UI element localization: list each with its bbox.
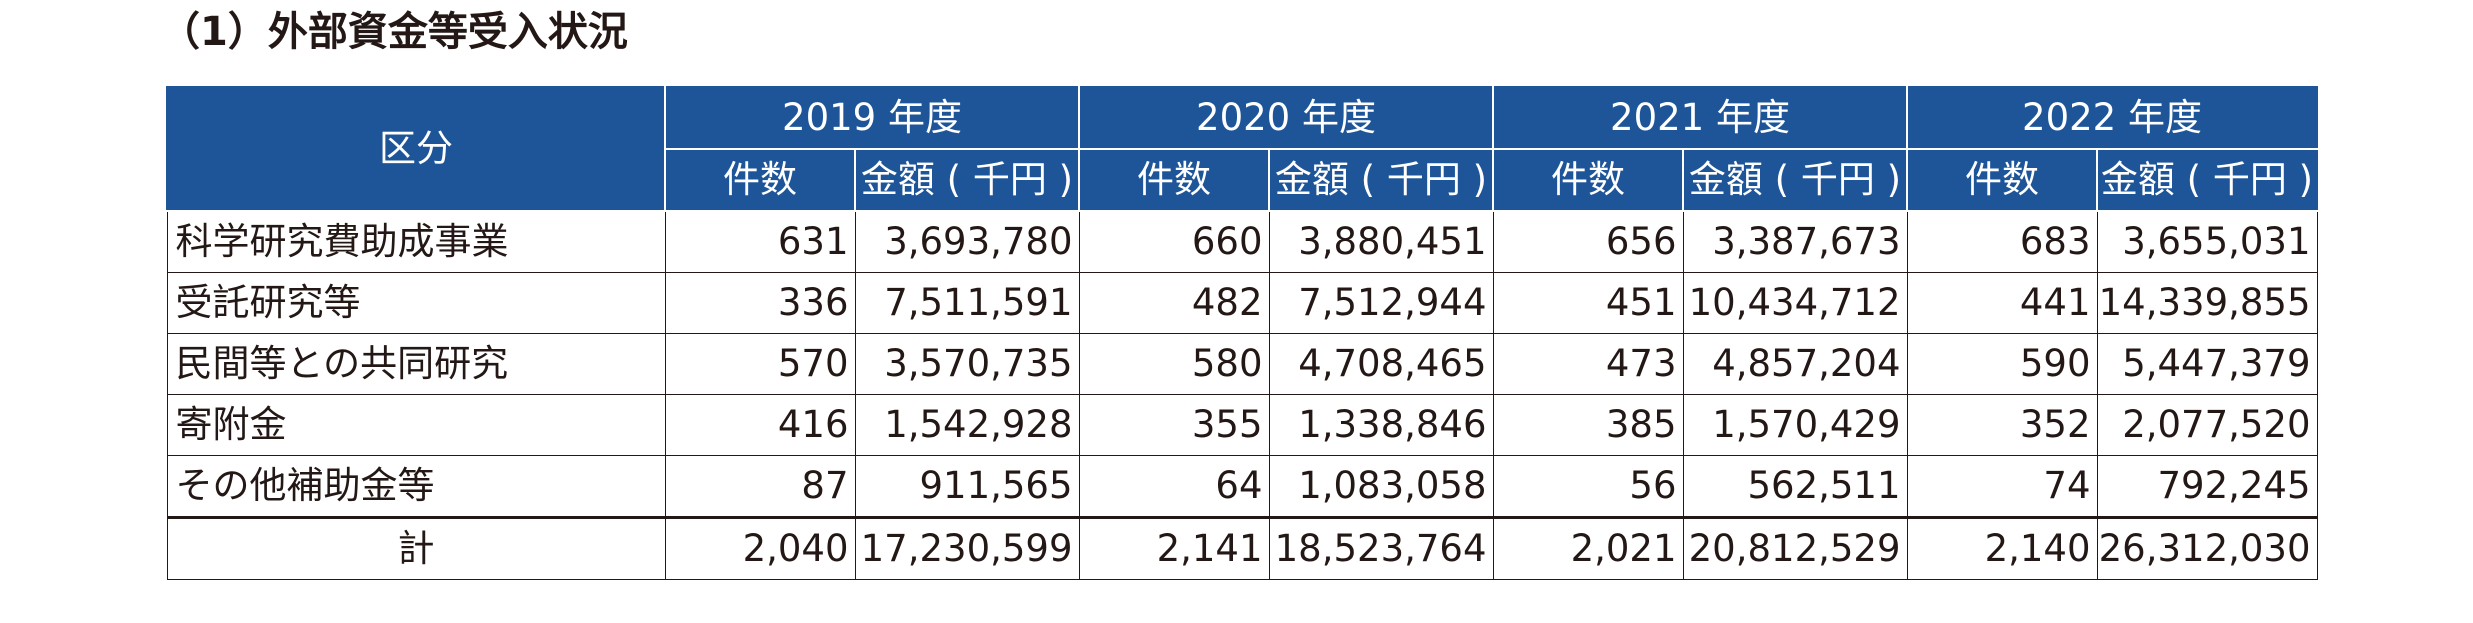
count-cell: 660 xyxy=(1078,210,1270,273)
amount-header: 金額 ( 千円 ) xyxy=(854,148,1080,212)
table-row: 科学研究費助成事業 631 3,693,780 660 3,880,451 65… xyxy=(166,210,2318,273)
amount-header: 金額 ( 千円 ) xyxy=(1268,148,1494,212)
table-row: 受託研究等 336 7,511,591 482 7,512,944 451 10… xyxy=(166,272,2318,334)
count-cell: 656 xyxy=(1492,210,1684,273)
count-cell: 631 xyxy=(664,210,856,273)
amount-cell: 562,511 xyxy=(1682,455,1908,518)
row-category: 受託研究等 xyxy=(166,272,666,334)
count-cell: 482 xyxy=(1078,272,1270,334)
amount-cell: 14,339,855 xyxy=(2096,272,2318,334)
amount-cell: 911,565 xyxy=(854,455,1080,518)
amount-cell: 1,083,058 xyxy=(1268,455,1494,518)
table-row: 民間等との共同研究 570 3,570,735 580 4,708,465 47… xyxy=(166,333,2318,395)
table-row: その他補助金等 87 911,565 64 1,083,058 56 562,5… xyxy=(166,455,2318,518)
amount-cell: 7,512,944 xyxy=(1268,272,1494,334)
count-cell: 570 xyxy=(664,333,856,395)
row-category: 寄附金 xyxy=(166,394,666,456)
amount-header: 金額 ( 千円 ) xyxy=(2096,148,2318,212)
category-header: 区分 xyxy=(166,86,666,212)
count-cell: 683 xyxy=(1906,210,2098,273)
amount-header: 金額 ( 千円 ) xyxy=(1682,148,1908,212)
count-cell: 441 xyxy=(1906,272,2098,334)
count-cell: 355 xyxy=(1078,394,1270,456)
header-row-columns: 件数 金額 ( 千円 ) 件数 金額 ( 千円 ) 件数 金額 ( 千円 ) 件… xyxy=(167,148,2318,212)
count-header: 件数 xyxy=(1906,148,2098,212)
table-header: 区分 2019 年度 2020 年度 2021 年度 2022 年度 件数 金額… xyxy=(166,86,2318,212)
count-cell: 451 xyxy=(1492,272,1684,334)
amount-cell: 5,447,379 xyxy=(2096,333,2318,395)
total-label: 計 xyxy=(166,516,666,580)
amount-cell: 3,387,673 xyxy=(1682,210,1908,273)
amount-cell: 1,570,429 xyxy=(1682,394,1908,456)
year-header: 2022 年度 xyxy=(1906,86,2318,150)
amount-cell: 1,542,928 xyxy=(854,394,1080,456)
count-cell: 416 xyxy=(664,394,856,456)
count-cell: 473 xyxy=(1492,333,1684,395)
row-category: 民間等との共同研究 xyxy=(166,333,666,395)
year-header: 2019 年度 xyxy=(664,86,1080,150)
count-cell: 385 xyxy=(1492,394,1684,456)
count-cell: 580 xyxy=(1078,333,1270,395)
row-category: 科学研究費助成事業 xyxy=(166,210,666,273)
count-cell: 590 xyxy=(1906,333,2098,395)
amount-cell: 4,857,204 xyxy=(1682,333,1908,395)
total-count-cell: 2,040 xyxy=(664,516,856,580)
amount-cell: 792,245 xyxy=(2096,455,2318,518)
count-header: 件数 xyxy=(1078,148,1270,212)
count-cell: 352 xyxy=(1906,394,2098,456)
total-amount-cell: 26,312,030 xyxy=(2096,516,2318,580)
amount-cell: 4,708,465 xyxy=(1268,333,1494,395)
count-header: 件数 xyxy=(664,148,856,212)
table-body: 科学研究費助成事業 631 3,693,780 660 3,880,451 65… xyxy=(166,210,2318,580)
count-cell: 56 xyxy=(1492,455,1684,518)
year-header: 2021 年度 xyxy=(1492,86,1908,150)
row-category: その他補助金等 xyxy=(166,455,666,518)
count-cell: 336 xyxy=(664,272,856,334)
external-funding-table: 区分 2019 年度 2020 年度 2021 年度 2022 年度 件数 金額… xyxy=(166,86,2318,580)
total-count-cell: 2,140 xyxy=(1906,516,2098,580)
amount-cell: 1,338,846 xyxy=(1268,394,1494,456)
amount-cell: 3,570,735 xyxy=(854,333,1080,395)
total-amount-cell: 20,812,529 xyxy=(1682,516,1908,580)
table-row: 寄附金 416 1,542,928 355 1,338,846 385 1,57… xyxy=(166,394,2318,456)
total-count-cell: 2,141 xyxy=(1078,516,1270,580)
section-title: （1）外部資金等受入状況 xyxy=(160,9,628,55)
count-cell: 74 xyxy=(1906,455,2098,518)
year-header: 2020 年度 xyxy=(1078,86,1494,150)
amount-cell: 10,434,712 xyxy=(1682,272,1908,334)
total-amount-cell: 17,230,599 xyxy=(854,516,1080,580)
amount-cell: 3,880,451 xyxy=(1268,210,1494,273)
count-cell: 87 xyxy=(664,455,856,518)
total-row: 計 2,040 17,230,599 2,141 18,523,764 2,02… xyxy=(166,516,2318,580)
count-cell: 64 xyxy=(1078,455,1270,518)
amount-cell: 3,655,031 xyxy=(2096,210,2318,273)
header-row-years: 区分 2019 年度 2020 年度 2021 年度 2022 年度 xyxy=(166,86,2318,212)
amount-cell: 2,077,520 xyxy=(2096,394,2318,456)
count-header: 件数 xyxy=(1492,148,1684,212)
total-amount-cell: 18,523,764 xyxy=(1268,516,1494,580)
total-count-cell: 2,021 xyxy=(1492,516,1684,580)
amount-cell: 7,511,591 xyxy=(854,272,1080,334)
amount-cell: 3,693,780 xyxy=(854,210,1080,273)
